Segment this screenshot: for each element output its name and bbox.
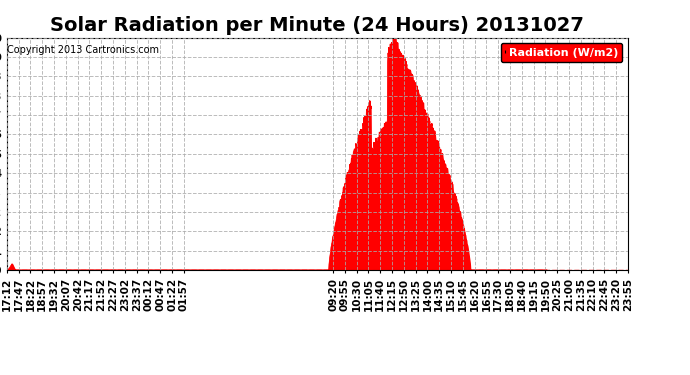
Text: Copyright 2013 Cartronics.com: Copyright 2013 Cartronics.com — [7, 45, 159, 55]
Title: Solar Radiation per Minute (24 Hours) 20131027: Solar Radiation per Minute (24 Hours) 20… — [50, 15, 584, 34]
Legend: Radiation (W/m2): Radiation (W/m2) — [501, 43, 622, 62]
